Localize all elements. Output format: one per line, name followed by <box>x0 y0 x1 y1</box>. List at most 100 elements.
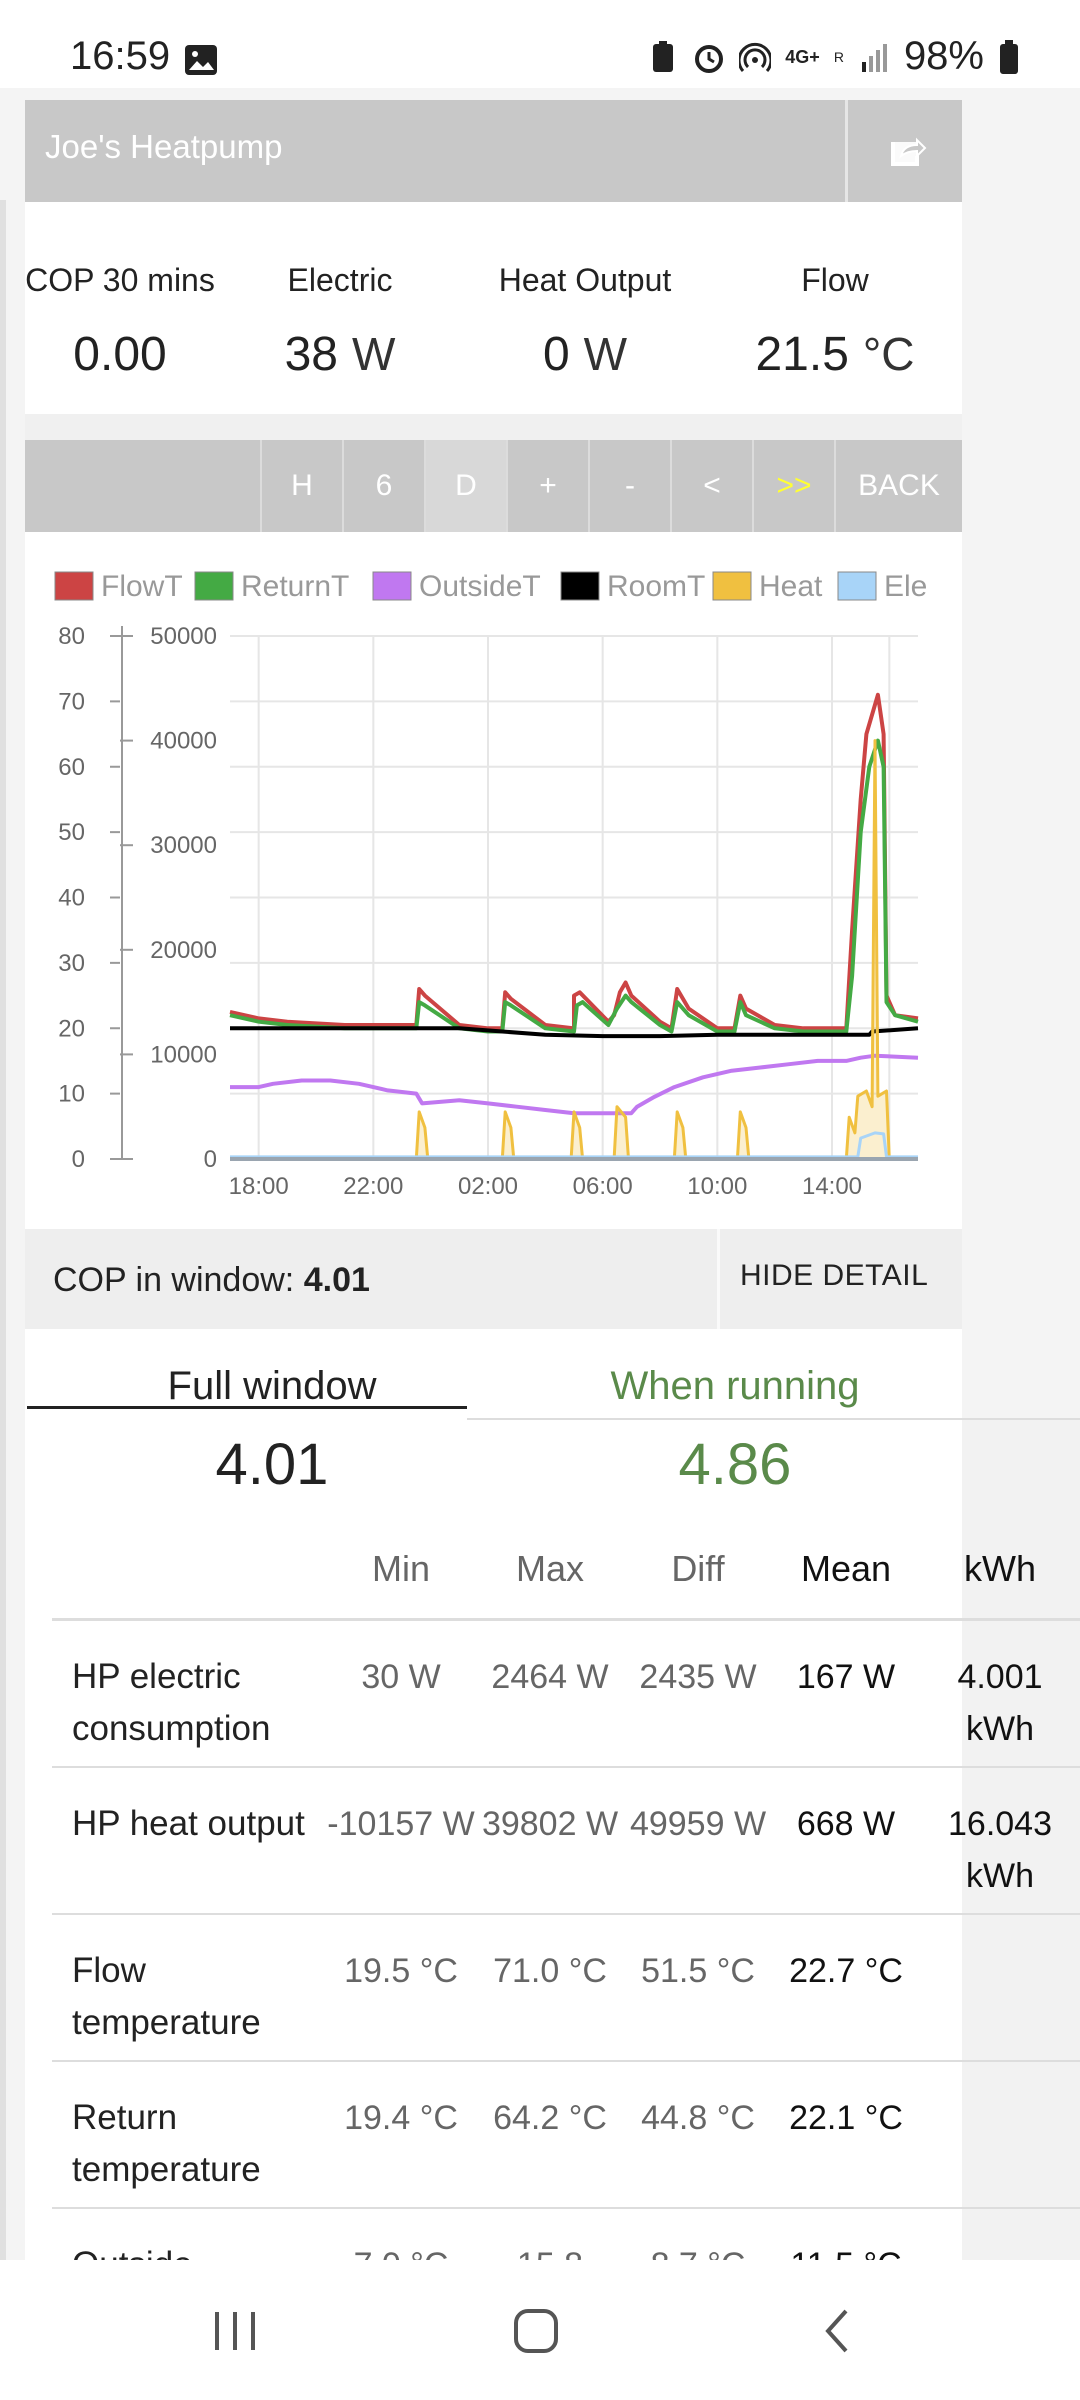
y-right-tick: 10000 <box>150 1041 217 1068</box>
legend-label-heat: Heat <box>759 570 823 603</box>
legend-swatch-heat <box>712 571 752 601</box>
row-name: Flow temperature <box>52 1914 326 2062</box>
cop-bar-divider <box>717 1229 720 1329</box>
stat-electric: Electric 38 W <box>225 262 455 382</box>
cell-mean: 167 W <box>772 1619 920 1768</box>
col-header-max: Max <box>476 1520 624 1621</box>
legend-swatch-returnt <box>194 571 234 601</box>
status-time: 16:59 <box>70 34 171 78</box>
cell-diff: 51.5 °C <box>624 1914 772 2062</box>
home-icon[interactable] <box>506 2306 566 2356</box>
legend-label-roomt: RoomT <box>607 570 705 603</box>
stats-table: Min Max Diff Mean kWh HP electric consum… <box>52 1520 1080 2356</box>
hotspot-icon <box>739 42 772 72</box>
stat-value: 0.00 <box>73 328 167 381</box>
col-header-kwh: kWh <box>920 1520 1080 1621</box>
table-row: HP heat output -10157 W 39802 W 49959 W … <box>52 1767 1080 1915</box>
series-line-roomt <box>230 1026 919 1039</box>
cell-min: 19.5 °C <box>326 1914 476 2062</box>
row-name: HP electric consumption <box>52 1619 326 1768</box>
cop-window-bar: COP in window: 4.01 HIDE DETAIL <box>25 1229 962 1329</box>
share-icon[interactable] <box>887 130 927 170</box>
y-left-tick: 20 <box>58 1015 85 1042</box>
y-left-tick: 60 <box>58 754 85 781</box>
battery-saver-icon <box>653 40 674 72</box>
network-type: 4G+ <box>785 46 820 67</box>
stat-label: Electric <box>287 262 393 298</box>
cell-diff: 44.8 °C <box>624 2061 772 2209</box>
cell-min: 30 W <box>326 1619 476 1768</box>
cell-kwh: 16.043 kWh <box>920 1767 1080 1915</box>
status-bar: 16:59 4G+ R 98% <box>0 0 1080 88</box>
legend-swatch-ele <box>837 571 877 601</box>
x-tick: 02:00 <box>458 1173 518 1200</box>
cop-window-label: COP in window: 4.01 <box>53 1261 370 1299</box>
chart-svg[interactable]: FlowT ReturnT OutsideT RoomT Heat Ele 0 10 20 30 4… <box>25 532 962 1229</box>
legend-label-returnt: ReturnT <box>241 570 349 603</box>
time-toolbar: H 6 D + - < >> BACK <box>25 440 962 532</box>
section-gap <box>25 414 962 440</box>
legend-fade <box>937 562 962 612</box>
recent-apps-icon[interactable] <box>205 2306 265 2356</box>
alarm-icon <box>695 44 724 73</box>
col-header-diff: Diff <box>624 1520 772 1621</box>
tab-full-window[interactable]: Full window 4.01 <box>52 1364 492 1498</box>
col-header-min: Min <box>326 1520 476 1621</box>
stat-label: Flow <box>801 262 869 298</box>
y-right-tick: 30000 <box>150 832 217 859</box>
roaming-indicator: R <box>833 48 844 65</box>
row-name: HP heat output <box>52 1767 326 1915</box>
col-header <box>52 1520 326 1621</box>
tab-title: When running <box>610 1364 860 1408</box>
cell-max: 64.2 °C <box>476 2061 624 2209</box>
back-nav-icon[interactable] <box>808 2306 868 2356</box>
zoom-in-button[interactable]: + <box>506 440 588 532</box>
pan-right-button[interactable]: >> <box>752 440 834 532</box>
series-line-flowt <box>229 692 919 1031</box>
y-left-tick: 0 <box>72 1146 85 1173</box>
y-left-tick: 50 <box>58 819 85 846</box>
legend-label-ele: Ele <box>884 570 927 603</box>
series-line-heat <box>230 739 918 1161</box>
history-chart[interactable]: FlowT ReturnT OutsideT RoomT Heat Ele 0 10 20 30 4… <box>25 532 962 1229</box>
live-stats: COP 30 mins 0.00 Electric 38 W Heat Outpu… <box>25 202 962 414</box>
hour-button[interactable]: H <box>260 440 342 532</box>
day-button[interactable]: D <box>424 440 506 532</box>
x-tick: 18:00 <box>229 1173 289 1200</box>
status-icons: 4G+ R 98% <box>647 34 1020 79</box>
zoom-out-button[interactable]: - <box>588 440 670 532</box>
row-name: Return temperature <box>52 2061 326 2209</box>
stat-cop: COP 30 mins 0.00 <box>25 262 215 382</box>
y-left-tick: 30 <box>58 950 85 977</box>
y-left-tick: 70 <box>58 688 85 715</box>
cell-kwh <box>920 1914 1080 2062</box>
back-button[interactable]: BACK <box>834 440 962 532</box>
stat-flow: Flow 21.5 °C <box>725 262 945 382</box>
legend-label-outsidet: OutsideT <box>419 570 541 603</box>
y-right-tick: 20000 <box>150 937 217 964</box>
stat-value: 38 W <box>284 328 396 381</box>
cell-kwh <box>920 2061 1080 2209</box>
system-nav-bar <box>0 2260 1080 2400</box>
series-area-heat <box>230 740 918 1159</box>
pan-left-button[interactable]: < <box>670 440 752 532</box>
y-right-tick: 50000 <box>150 623 217 650</box>
hide-detail-button[interactable]: HIDE DETAIL <box>740 1259 929 1292</box>
x-tick: 14:00 <box>802 1173 862 1200</box>
legend-swatch-outsidet <box>372 571 412 601</box>
cell-diff: 49959 W <box>624 1767 772 1915</box>
y-right-tick: 40000 <box>150 728 217 755</box>
tab-when-running[interactable]: When running 4.86 <box>515 1364 955 1498</box>
six-hour-button[interactable]: 6 <box>342 440 424 532</box>
y-left-tick: 40 <box>58 885 85 912</box>
app-header: Joe's Heatpump <box>25 100 962 202</box>
y-left-tick: 80 <box>58 623 85 650</box>
cell-kwh: 4.001 kWh <box>920 1619 1080 1768</box>
battery-icon <box>1000 39 1018 74</box>
legend-label-flowt: FlowT <box>101 570 183 603</box>
tab-divider <box>467 1418 1080 1420</box>
series-line-outsidet <box>230 1053 919 1116</box>
cell-max: 71.0 °C <box>476 1914 624 2062</box>
page-title: Joe's Heatpump <box>45 128 283 165</box>
